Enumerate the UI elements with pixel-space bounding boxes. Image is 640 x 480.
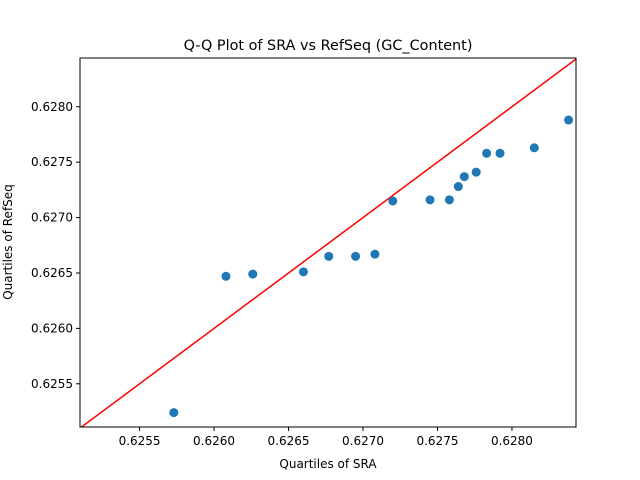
x-tick-label: 0.6265 bbox=[268, 434, 310, 448]
x-axis-title: Quartiles of SRA bbox=[279, 457, 377, 471]
reference-line bbox=[80, 58, 576, 427]
data-point bbox=[370, 249, 380, 259]
data-point bbox=[495, 148, 505, 158]
x-tick-label: 0.6255 bbox=[119, 434, 161, 448]
data-point bbox=[471, 167, 481, 177]
y-tick-label: 0.6275 bbox=[31, 155, 73, 169]
y-tick-label: 0.6280 bbox=[31, 100, 73, 114]
data-points bbox=[169, 115, 574, 418]
data-point bbox=[459, 172, 469, 182]
x-tick-label: 0.6280 bbox=[491, 434, 533, 448]
data-point bbox=[298, 267, 308, 277]
y-tick-label: 0.6255 bbox=[31, 377, 73, 391]
x-tick-label: 0.6260 bbox=[193, 434, 235, 448]
data-point bbox=[564, 115, 574, 125]
y-tick-label: 0.6270 bbox=[31, 211, 73, 225]
data-point bbox=[444, 195, 454, 205]
x-axis-ticks: 0.6255 0.6260 0.6265 0.6270 0.6275 0.6280 bbox=[119, 427, 533, 448]
x-tick-label: 0.6270 bbox=[342, 434, 384, 448]
reference-line-group bbox=[80, 58, 576, 427]
y-tick-label: 0.6265 bbox=[31, 266, 73, 280]
data-point bbox=[482, 148, 492, 158]
data-point bbox=[388, 196, 398, 206]
chart-title: Q-Q Plot of SRA vs RefSeq (GC_Content) bbox=[184, 38, 473, 54]
plot-area bbox=[80, 58, 576, 427]
data-point bbox=[221, 271, 231, 281]
data-point bbox=[453, 182, 463, 192]
data-point bbox=[248, 269, 258, 279]
data-point bbox=[425, 195, 435, 205]
y-axis-ticks: 0.6255 0.6260 0.6265 0.6270 0.6275 0.6280 bbox=[31, 100, 80, 391]
y-axis-title: Quartiles of RefSeq bbox=[1, 184, 15, 300]
data-point bbox=[169, 408, 179, 418]
data-point bbox=[324, 251, 334, 261]
data-point bbox=[529, 143, 539, 153]
plot-frame bbox=[79, 57, 577, 428]
x-tick-label: 0.6275 bbox=[416, 434, 458, 448]
y-tick-label: 0.6260 bbox=[31, 321, 73, 335]
data-point bbox=[351, 251, 361, 261]
